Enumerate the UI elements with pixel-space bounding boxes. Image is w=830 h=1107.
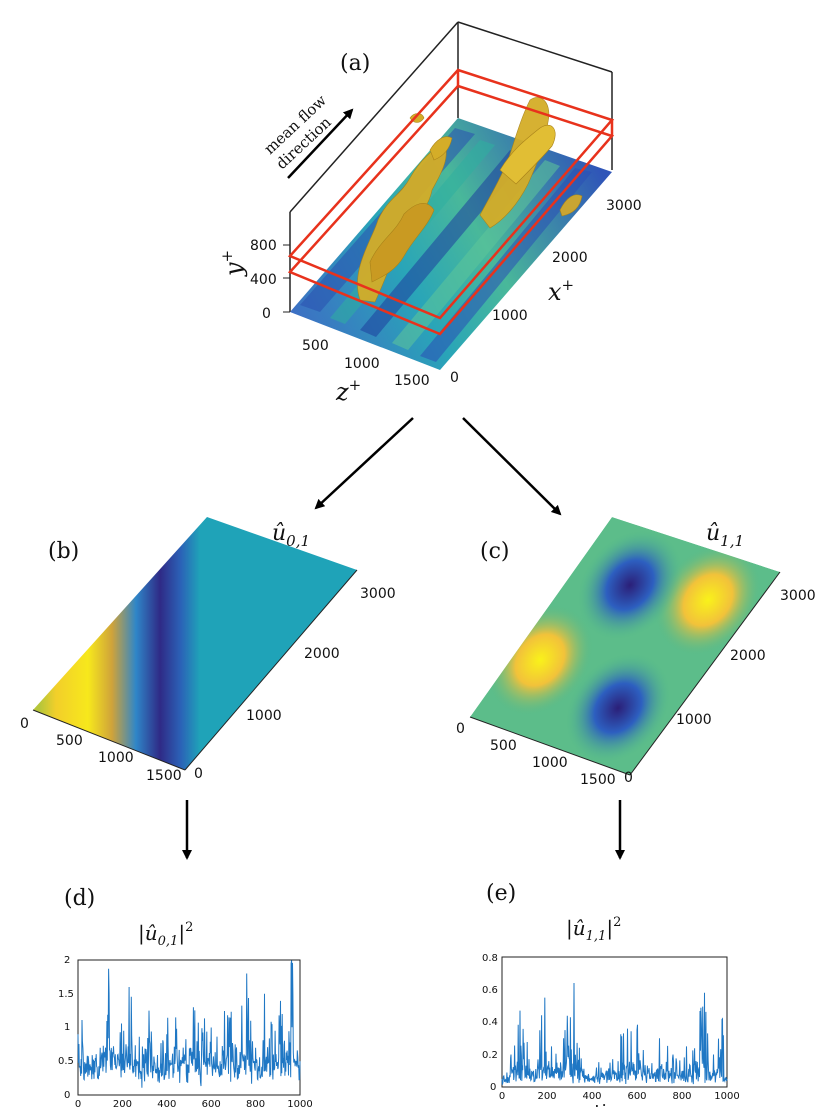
xtick-0: 0 [499,1091,505,1102]
xtick-400: 400 [157,1099,176,1107]
xtick-400: 400 [582,1091,601,1102]
a-z-tick-1500: 1500 [394,373,430,389]
xtick-800: 800 [672,1091,691,1102]
xtick-200: 200 [537,1091,556,1102]
panel-e-axes [501,956,728,1088]
panel-a-label: (a) [340,51,370,76]
d-ytick-1: 1 [64,1022,70,1033]
xtick-600: 600 [627,1091,646,1102]
panel-b-x-ticks: 0 1000 2000 3000 [194,586,396,782]
xtick-1000: 1000 [714,1091,739,1102]
c-x-tick-0: 0 [624,770,633,786]
a-y-tick-0: 0 [262,306,271,322]
mode-1-1-surface [470,517,780,775]
c-z-tick-500: 500 [490,738,517,754]
c-z-tick-0: 0 [456,721,465,737]
d-ytick-1.5: 1.5 [58,989,74,1000]
panel-b-label: (b) [48,539,79,564]
e-ytick-0.8: 0.8 [482,953,498,964]
panel-a-z-axis: 500 1000 1500 z+ [302,338,430,406]
b-z-tick-500: 500 [56,733,83,749]
xtick-200: 200 [113,1099,132,1107]
e-ytick-0.2: 0.2 [482,1050,498,1061]
panel-d: (d) |û0,1|2 0 0.5 1 1.5 2 [58,886,301,1101]
panel-d-title: |û0,1|2 [138,920,193,949]
a-y-tick-800: 800 [250,238,277,254]
b-x-tick-2000: 2000 [304,646,340,662]
d-ytick-0: 0 [64,1090,70,1101]
isosurface-structures [357,97,583,303]
panel-b-z-ticks: 0 500 1000 1500 [20,716,182,784]
panel-e-yticks: 0 0.2 0.4 0.6 0.8 [482,953,498,1093]
mode-0-1-surface [33,517,357,770]
panel-d-axes [77,959,301,1096]
panel-c: (c) û1,1 0 500 1000 1500 0 1000 2000 300… [456,517,816,788]
d-ytick-0.5: 0.5 [58,1056,74,1067]
xtick-1000: 1000 [287,1099,312,1107]
a-x-label: x+ [548,276,574,306]
c-x-tick-3000: 3000 [780,588,816,604]
x-axis-label: time [594,1101,635,1107]
a-z-tick-500: 500 [302,338,329,354]
c-z-tick-1500: 1500 [580,772,616,788]
d-ytick-2: 2 [64,955,70,966]
xtick-800: 800 [246,1099,265,1107]
panel-c-title: û1,1 [706,521,744,550]
panel-e-xticks: 0 200 400 600 800 1000 time [499,1091,740,1107]
panel-c-z-ticks: 0 500 1000 1500 [456,721,616,788]
c-x-tick-2000: 2000 [730,648,766,664]
b-x-tick-1000: 1000 [246,708,282,724]
b-z-tick-1500: 1500 [146,768,182,784]
b-x-tick-3000: 3000 [360,586,396,602]
mean-flow-annotation: mean flow direction [260,91,354,179]
b-z-tick-0: 0 [20,716,29,732]
a-x-tick-0: 0 [450,370,459,386]
panel-e-series [501,982,728,1085]
e-ytick-0.4: 0.4 [482,1017,498,1028]
panel-d-yticks: 0 0.5 1 1.5 2 [58,955,74,1101]
c-z-tick-1000: 1000 [532,755,568,771]
arrow-a-to-c [462,417,562,516]
b-z-tick-1000: 1000 [98,750,134,766]
panel-a: (a) mean flow direction [218,21,642,406]
a-x-tick-1000: 1000 [492,308,528,324]
panel-d-xticks: 02004006008001000time [75,1099,313,1107]
panel-a-x-axis: 0 1000 2000 3000 x+ [450,198,642,386]
panel-e-title: |û1,1|2 [566,915,621,944]
domain-box [289,21,613,312]
a-z-label: z+ [335,376,361,406]
a-x-tick-3000: 3000 [606,198,642,214]
xtick-0: 0 [75,1099,81,1107]
a-y-label: y+ [218,250,248,277]
sampling-planes [287,68,615,336]
panel-b: (b) û0,1 0 500 1000 1500 0 1000 2000 300… [20,517,396,784]
xtick-600: 600 [202,1099,221,1107]
e-ytick-0: 0 [490,1082,496,1093]
mean-flow-arrow [287,108,354,179]
panel-c-label: (c) [480,539,510,564]
b-x-tick-0: 0 [194,766,203,782]
panel-e-label: (e) [486,881,516,906]
panel-a-y-axis: 0 400 800 y+ [218,238,290,322]
a-y-tick-400: 400 [250,272,277,288]
a-x-tick-2000: 2000 [552,250,588,266]
e-ytick-0.6: 0.6 [482,985,498,996]
c-x-tick-1000: 1000 [676,712,712,728]
panel-b-title: û0,1 [272,521,310,550]
panel-d-series [77,960,301,1088]
panel-d-label: (d) [64,886,95,911]
panel-e: (e) |û1,1|2 0 0.2 0.4 0.6 0.8 [482,881,728,1093]
arrow-a-to-b [314,417,414,510]
panel-c-x-ticks: 0 1000 2000 3000 [624,588,816,786]
a-z-tick-1000: 1000 [344,356,380,372]
